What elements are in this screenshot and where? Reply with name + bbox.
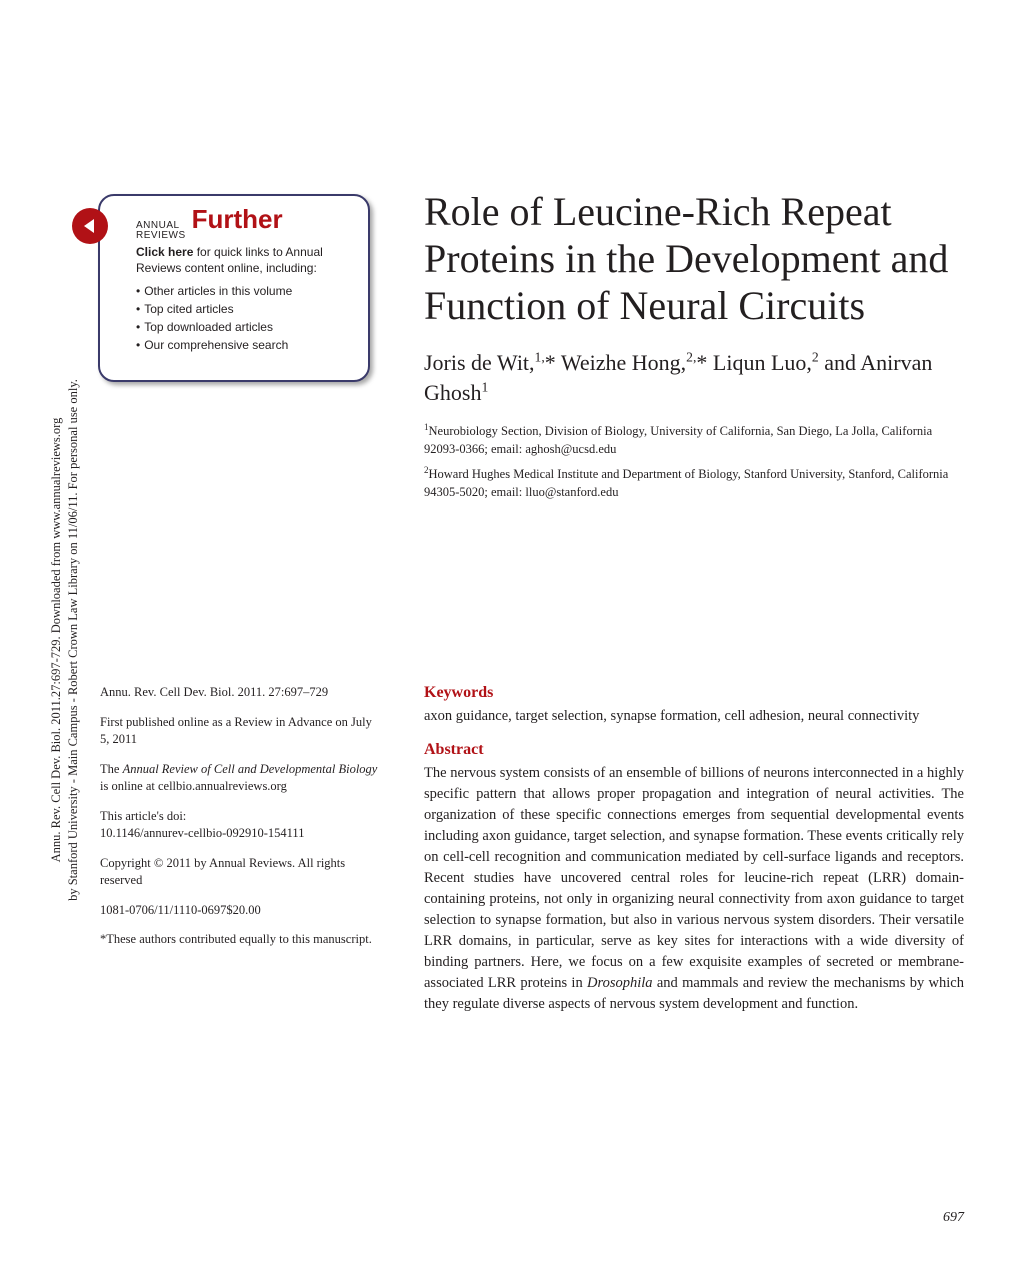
first-published-line: First published online as a Review in Ad… <box>100 714 380 749</box>
further-word: Further <box>192 206 283 232</box>
article-title: Role of Leucine-Rich Repeat Proteins in … <box>424 188 964 330</box>
further-list: Other articles in this volume Top cited … <box>136 282 354 354</box>
doi-block: This article's doi: 10.1146/annurev-cellb… <box>100 808 380 843</box>
reviews-label: REVIEWS <box>136 231 186 241</box>
page: Annu. Rev. Cell Dev. Biol. 2011.27:697-7… <box>0 0 1020 1262</box>
affiliation-2-text: Howard Hughes Medical Institute and Depa… <box>424 467 948 499</box>
abstract-heading: Abstract <box>424 741 964 759</box>
authors-line: Joris de Wit,1,* Weizhe Hong,2,* Liqun L… <box>424 348 964 410</box>
copyright-line: Copyright © 2011 by Annual Reviews. All … <box>100 855 380 890</box>
affiliation-2: 2Howard Hughes Medical Institute and Dep… <box>424 466 964 501</box>
keywords-text: axon guidance, target selection, synapse… <box>424 706 964 727</box>
citation-line: Annu. Rev. Cell Dev. Biol. 2011. 27:697–… <box>100 684 380 702</box>
journal-online-line: The Annual Review of Cell and Developmen… <box>100 761 380 796</box>
further-item[interactable]: Top downloaded articles <box>136 318 354 336</box>
affiliation-1-text: Neurobiology Section, Division of Biolog… <box>424 424 932 456</box>
abstract-pre: The nervous system consists of an ensemb… <box>424 765 964 991</box>
affiliation-1: 1Neurobiology Section, Division of Biolo… <box>424 423 964 458</box>
further-item[interactable]: Our comprehensive search <box>136 336 354 354</box>
journal-pre: The <box>100 762 123 776</box>
journal-post: is online at cellbio.annualreviews.org <box>100 779 287 793</box>
doi-label: This article's doi: <box>100 809 186 823</box>
page-number: 697 <box>943 1210 964 1226</box>
keywords-heading: Keywords <box>424 684 964 702</box>
annual-reviews-stack: ANNUAL REVIEWS <box>136 221 186 241</box>
abstract-text: The nervous system consists of an ensemb… <box>424 763 964 1015</box>
further-box[interactable]: ANNUAL REVIEWS Further Click here for qu… <box>98 194 370 382</box>
issn-line: 1081-0706/11/1110-0697$20.00 <box>100 902 380 920</box>
further-item[interactable]: Top cited articles <box>136 300 354 318</box>
right-column: Keywords axon guidance, target selection… <box>424 684 964 1015</box>
equal-contribution-note: *These authors contributed equally to th… <box>100 931 380 949</box>
watermark-line-2: by Stanford University - Main Campus - R… <box>65 360 82 920</box>
play-left-icon <box>81 217 99 235</box>
further-item[interactable]: Other articles in this volume <box>136 282 354 300</box>
further-arrow-icon[interactable] <box>72 208 108 244</box>
journal-name-ital: Annual Review of Cell and Developmental … <box>123 762 378 776</box>
further-header: ANNUAL REVIEWS Further <box>136 206 354 241</box>
click-here-link[interactable]: Click here <box>136 245 193 259</box>
left-meta-block: Annu. Rev. Cell Dev. Biol. 2011. 27:697–… <box>100 684 380 961</box>
further-click-text: Click here for quick links to Annual Rev… <box>136 245 354 276</box>
abstract-ital: Drosophila <box>587 975 653 991</box>
doi-value: 10.1146/annurev-cellbio-092910-154111 <box>100 826 304 840</box>
title-block: Role of Leucine-Rich Repeat Proteins in … <box>424 188 964 509</box>
watermark-line-1: Annu. Rev. Cell Dev. Biol. 2011.27:697-7… <box>48 360 65 920</box>
